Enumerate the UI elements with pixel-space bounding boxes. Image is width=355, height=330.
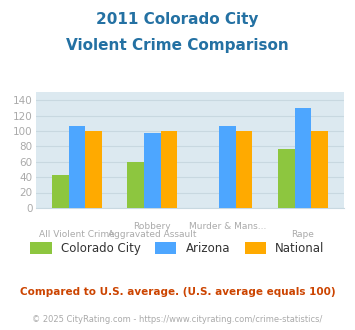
Bar (295, 108, 311, 208)
Text: All Violent Crime: All Violent Crime (39, 230, 115, 239)
Text: Rape: Rape (291, 230, 315, 239)
Bar (85, 131, 102, 208)
Text: Murder & Mans...: Murder & Mans... (189, 222, 266, 231)
Text: Aggravated Assault: Aggravated Assault (108, 230, 197, 239)
Text: © 2025 CityRating.com - https://www.cityrating.com/crime-statistics/: © 2025 CityRating.com - https://www.city… (32, 315, 323, 324)
Bar (236, 131, 252, 208)
Legend: Colorado City, Arizona, National: Colorado City, Arizona, National (26, 237, 329, 260)
Bar (311, 131, 328, 208)
Text: 2011 Colorado City: 2011 Colorado City (96, 12, 259, 26)
Text: Compared to U.S. average. (U.S. average equals 100): Compared to U.S. average. (U.S. average … (20, 287, 335, 297)
Text: Robbery: Robbery (133, 222, 171, 231)
Text: Violent Crime Comparison: Violent Crime Comparison (66, 38, 289, 53)
Bar (144, 133, 160, 208)
Bar (219, 126, 236, 208)
Bar (278, 149, 295, 208)
Bar (52, 175, 69, 208)
Bar (160, 131, 177, 208)
Bar (127, 162, 144, 208)
Bar (69, 126, 85, 208)
